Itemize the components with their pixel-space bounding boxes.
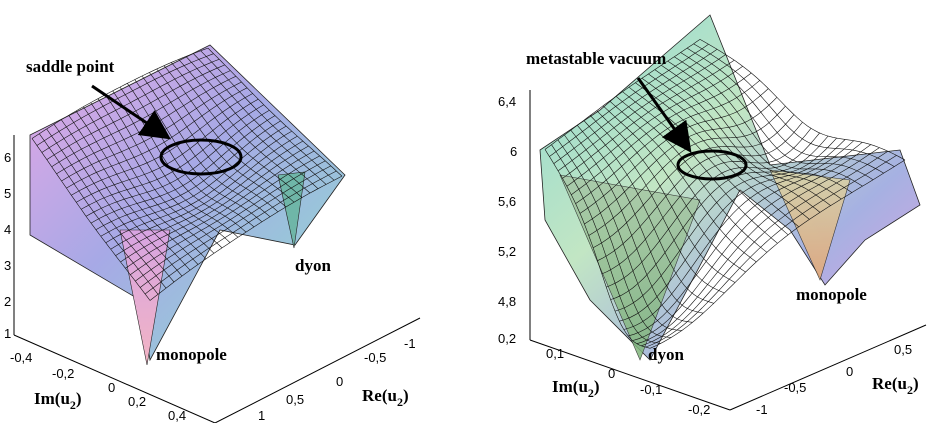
right-im-tick-d: -0,2 (688, 402, 710, 417)
right-im-axis-label: Im(u2) (552, 377, 600, 400)
left-saddle-arrow (91, 84, 171, 140)
right-z-tick-48: 4,8 (498, 294, 516, 309)
left-re-tick-e: 1 (258, 408, 265, 423)
left-panel: 6 5 4 3 2 1 -0,4 -0,2 0 0,2 0,4 -1 -0,5 … (4, 44, 421, 423)
left-z-tick-4: 4 (4, 222, 11, 237)
mesh-line (649, 159, 906, 349)
right-metastable-arrow (636, 77, 692, 153)
right-re-ticks: 0,5 0 -0,5 -1 (756, 342, 912, 417)
mesh-line (178, 59, 311, 194)
right-re-tick-a: 0,5 (894, 342, 912, 357)
left-im-axis-label: Im(u2) (34, 389, 82, 412)
left-im-tick-e: 0,4 (168, 408, 186, 423)
left-z-tick-5: 5 (4, 186, 11, 201)
right-annotation-dyon: dyon (648, 345, 684, 364)
right-re-tick-b: 0 (846, 364, 853, 379)
right-im-tick-b: 0 (608, 366, 615, 381)
left-re-ticks: -1 -0,5 0 0,5 1 (258, 336, 416, 423)
left-saddle-ellipse (159, 138, 243, 176)
left-annotation-dyon: dyon (295, 256, 331, 275)
left-im-tick-c: 0 (108, 380, 115, 395)
right-z-tick-56: 5,6 (498, 194, 516, 209)
right-z-tick-64: 6,4 (498, 94, 516, 109)
mesh-line (686, 47, 884, 174)
left-re-axis-label: Re(u2) (362, 386, 409, 409)
right-z-ticks: 6,4 6 5,6 5,2 4,8 0,2 (498, 94, 517, 346)
mesh-line (140, 165, 331, 288)
mesh-line (193, 53, 327, 185)
left-re-tick-d: 0,5 (286, 392, 304, 407)
mesh-line (693, 43, 895, 167)
mesh-line (699, 39, 906, 161)
left-re-tick-a: -1 (404, 336, 416, 351)
right-re-tick-d: -1 (756, 402, 768, 417)
right-axes (529, 90, 927, 411)
left-im-ticks: -0,4 -0,2 0 0,2 0,4 (10, 350, 186, 423)
right-z-tick-02: 0,2 (498, 331, 516, 346)
right-re-tick-c: -0,5 (784, 380, 806, 395)
left-z-tick-2: 2 (4, 294, 11, 309)
right-monopole-well (769, 169, 851, 281)
left-axes (13, 135, 421, 423)
right-z-tick-52: 5,2 (498, 244, 516, 259)
left-annotation-saddle-point: saddle point (26, 57, 115, 76)
mesh-line (641, 150, 889, 347)
mesh-line (645, 155, 897, 348)
right-annotation-metastable-vacuum: metastable vacuum (526, 49, 666, 68)
mesh-line (144, 170, 337, 295)
left-re-tick-c: 0 (336, 374, 343, 389)
mesh-line (207, 47, 343, 177)
left-z-tick-3: 3 (4, 258, 11, 273)
mesh-line (636, 147, 880, 344)
mesh-line (674, 56, 863, 187)
right-z-tick-6: 6 (510, 144, 517, 159)
mesh-line (185, 56, 319, 189)
right-annotation-monopole: monopole (796, 285, 867, 304)
right-re-axis-label: Re(u2) (872, 374, 919, 397)
left-z-ticks: 6 5 4 3 2 1 (4, 150, 11, 341)
left-dyon-spike (277, 171, 306, 249)
mesh-line (149, 175, 343, 301)
right-mesh (544, 39, 906, 349)
left-annotation-monopole: monopole (156, 345, 227, 364)
left-z-tick-1: 1 (4, 326, 11, 341)
left-surface (29, 44, 346, 362)
left-im-tick-d: 0,2 (128, 394, 146, 409)
left-im-tick-a: -0,4 (10, 350, 32, 365)
right-im-tick-c: -0,1 (640, 382, 662, 397)
left-z-tick-6: 6 (4, 150, 11, 165)
right-im-ticks: 0,1 0 -0,1 -0,2 (546, 346, 710, 417)
left-im-tick-b: -0,2 (52, 366, 74, 381)
right-metastable-ellipse (676, 149, 748, 181)
mesh-line (200, 50, 335, 181)
mesh-line (680, 52, 874, 180)
right-im-tick-a: 0,1 (546, 346, 564, 361)
left-re-tick-b: -0,5 (364, 350, 386, 365)
mesh-line (135, 160, 326, 282)
right-panel: 6,4 6 5,6 5,2 4,8 0,2 0,1 0 -0,1 -0,2 0,… (498, 14, 927, 417)
